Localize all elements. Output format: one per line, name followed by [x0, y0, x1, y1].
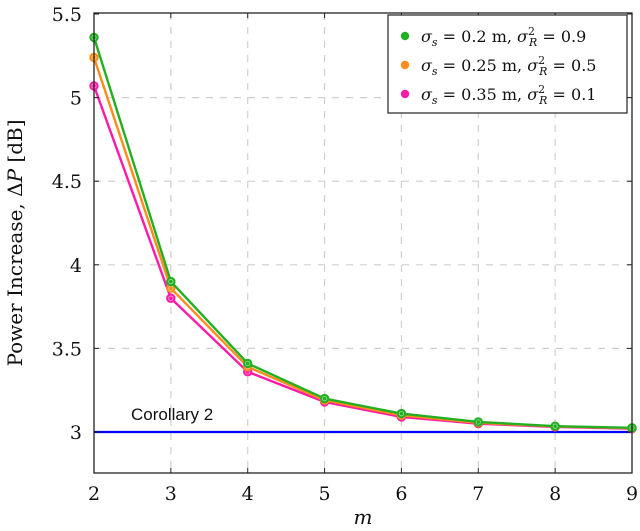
data-point-marker: [243, 358, 253, 369]
legend-marker: [400, 60, 410, 70]
data-point-marker: [550, 421, 560, 431]
x-tick-label: 2: [88, 483, 100, 505]
series-1: [89, 32, 637, 433]
data-point-marker: [166, 293, 176, 303]
data-point-marker: [396, 408, 407, 419]
y-axis-label: Power Increase, ΔP [dB]: [3, 119, 27, 366]
y-tick-label: 3: [70, 422, 82, 444]
x-tick-label: 8: [549, 483, 561, 505]
legend: σs = 0.2 m, σ2 R = 0.9 σs = 0.25 m, σ2 R = …: [387, 14, 628, 114]
data-point-marker: [319, 393, 330, 404]
x-tick-label: 3: [165, 483, 177, 505]
legend-box: [387, 14, 628, 114]
y-tick-label: 4.5: [52, 171, 82, 193]
legend-entry-label: σs = 0.25 m, σ2 R = 0.5: [421, 54, 596, 78]
legend-marker: [400, 89, 410, 99]
x-axis-label: m: [354, 505, 373, 529]
plot-frame: [93, 12, 633, 474]
x-tick-label: 9: [626, 483, 638, 505]
series-3: [89, 81, 637, 434]
legend-entry-label: σs = 0.2 m, σ2 R = 0.9: [421, 25, 586, 49]
x-tick-label: 4: [242, 483, 254, 505]
data-series: [89, 32, 637, 434]
y-axis-ticks: 3 3.5 4 4.5 5 5.5: [52, 4, 632, 444]
y-tick-label: 3.5: [52, 338, 82, 360]
y-tick-label: 5.5: [52, 4, 82, 26]
legend-marker: [400, 31, 410, 41]
x-axis-ticks: 2 3 4 5 6 7 8 9: [88, 13, 638, 505]
x-tick-label: 6: [395, 483, 407, 505]
data-point-marker: [166, 276, 176, 287]
y-tick-label: 4: [70, 255, 82, 277]
legend-entry-label: σs = 0.35 m, σ2 R = 0.1: [421, 83, 596, 107]
corollary-2-label: Corollary 2: [131, 405, 213, 424]
y-tick-label: 5: [70, 88, 82, 110]
x-tick-label: 5: [319, 483, 331, 505]
x-tick-label: 7: [472, 483, 484, 505]
data-point-marker: [473, 417, 483, 427]
